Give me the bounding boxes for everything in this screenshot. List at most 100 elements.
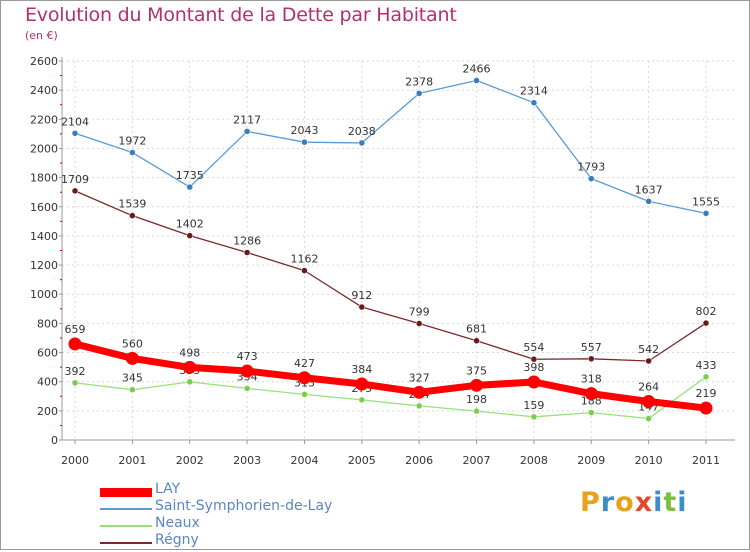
x-tick-label: 2002 [176, 454, 204, 467]
y-tick-label: 2400 [30, 84, 58, 97]
data-label: 557 [581, 341, 602, 354]
data-label: 219 [696, 387, 717, 400]
legend-label-saint-symphorien: Saint-Symphorien-de-Lay [155, 498, 333, 514]
data-label: 1972 [118, 135, 146, 148]
x-tick-label: 2004 [290, 454, 318, 467]
data-label: 560 [122, 337, 143, 350]
data-point [297, 371, 311, 385]
data-point [645, 415, 652, 422]
data-point [530, 355, 538, 363]
data-point [473, 337, 480, 344]
data-label: 799 [409, 306, 430, 319]
data-label: 2043 [290, 124, 318, 137]
data-point [183, 360, 197, 374]
data-label: 384 [351, 363, 372, 376]
data-point [702, 319, 710, 327]
data-label: 264 [638, 381, 659, 394]
data-point [584, 387, 598, 401]
data-point [473, 407, 480, 415]
data-point [240, 364, 254, 378]
data-point [243, 128, 251, 135]
data-label: 1637 [635, 183, 663, 196]
data-point [702, 373, 710, 381]
series-line-saint-symphorien-de-lay [74, 79, 707, 214]
data-label: 327 [409, 371, 430, 384]
data-point [588, 409, 595, 416]
chart-unit-label: (en €) [25, 29, 58, 42]
series-line-lay [74, 340, 707, 412]
data-label: 2117 [233, 113, 261, 126]
y-tick-label: 600 [37, 347, 58, 360]
data-label: 1709 [61, 173, 89, 186]
data-label: 375 [466, 364, 487, 377]
data-point [243, 385, 251, 392]
data-label: 2038 [348, 125, 376, 138]
data-point [645, 198, 652, 205]
y-tick-label: 1800 [30, 172, 58, 185]
data-point [186, 232, 193, 239]
data-label: 392 [65, 365, 86, 378]
data-point [702, 210, 710, 217]
data-point [588, 175, 595, 182]
data-label: 2466 [463, 63, 491, 76]
y-tick-label: 1400 [30, 230, 58, 243]
data-label: 345 [122, 372, 143, 385]
x-tick-label: 2009 [577, 454, 605, 467]
data-point [186, 378, 193, 386]
legend-label-regny: Régny [155, 532, 199, 548]
data-point [68, 337, 82, 351]
data-label: 1539 [118, 198, 146, 211]
data-point [301, 267, 308, 274]
legend-swatch-regny [100, 542, 152, 544]
data-point [415, 320, 423, 327]
data-point [125, 351, 139, 365]
data-point [530, 99, 538, 106]
data-point [645, 357, 652, 365]
x-tick-label: 2008 [520, 454, 548, 467]
data-label: 1555 [692, 195, 720, 208]
x-tick-label: 2001 [118, 454, 146, 467]
y-tick-label: 2200 [30, 113, 58, 126]
data-label: 318 [581, 373, 602, 386]
logo-letter: i [653, 487, 664, 518]
data-label: 398 [523, 361, 544, 374]
data-point [527, 375, 541, 389]
data-point [412, 385, 426, 399]
data-label: 1735 [176, 169, 204, 182]
y-tick-label: 1200 [30, 259, 58, 272]
legend-swatch-neaux [100, 525, 152, 527]
logo-letter: P [580, 487, 601, 518]
data-label: 198 [466, 393, 487, 406]
x-tick-label: 2010 [635, 454, 663, 467]
legend-swatch-saint-symphorien [100, 508, 152, 510]
data-label: 433 [696, 359, 717, 372]
data-point [473, 77, 480, 84]
data-label: 473 [237, 350, 258, 363]
data-label: 2378 [405, 75, 433, 88]
data-label: 542 [638, 343, 659, 356]
logo-letter: t [663, 487, 678, 518]
data-point [243, 249, 251, 256]
data-label: 681 [466, 323, 487, 336]
data-point [530, 413, 538, 421]
logo-letter: r [600, 487, 616, 518]
data-label: 1162 [290, 253, 318, 266]
data-point [588, 355, 595, 363]
data-point [71, 130, 79, 137]
logo-letter: x [634, 487, 654, 518]
y-tick-label: 800 [37, 317, 58, 330]
data-label: 554 [523, 341, 544, 354]
data-point [71, 379, 79, 387]
data-point [358, 139, 366, 147]
data-label: 802 [696, 305, 717, 318]
data-label: 159 [523, 399, 544, 412]
data-point [186, 183, 193, 191]
x-tick-label: 2006 [405, 454, 433, 467]
data-label: 1286 [233, 235, 261, 248]
data-label: 2104 [61, 115, 89, 128]
data-label: 1793 [577, 161, 605, 174]
logo-letter: o [615, 487, 635, 518]
data-point [358, 303, 366, 311]
data-label: 498 [179, 346, 200, 359]
x-tick-label: 2003 [233, 454, 261, 467]
